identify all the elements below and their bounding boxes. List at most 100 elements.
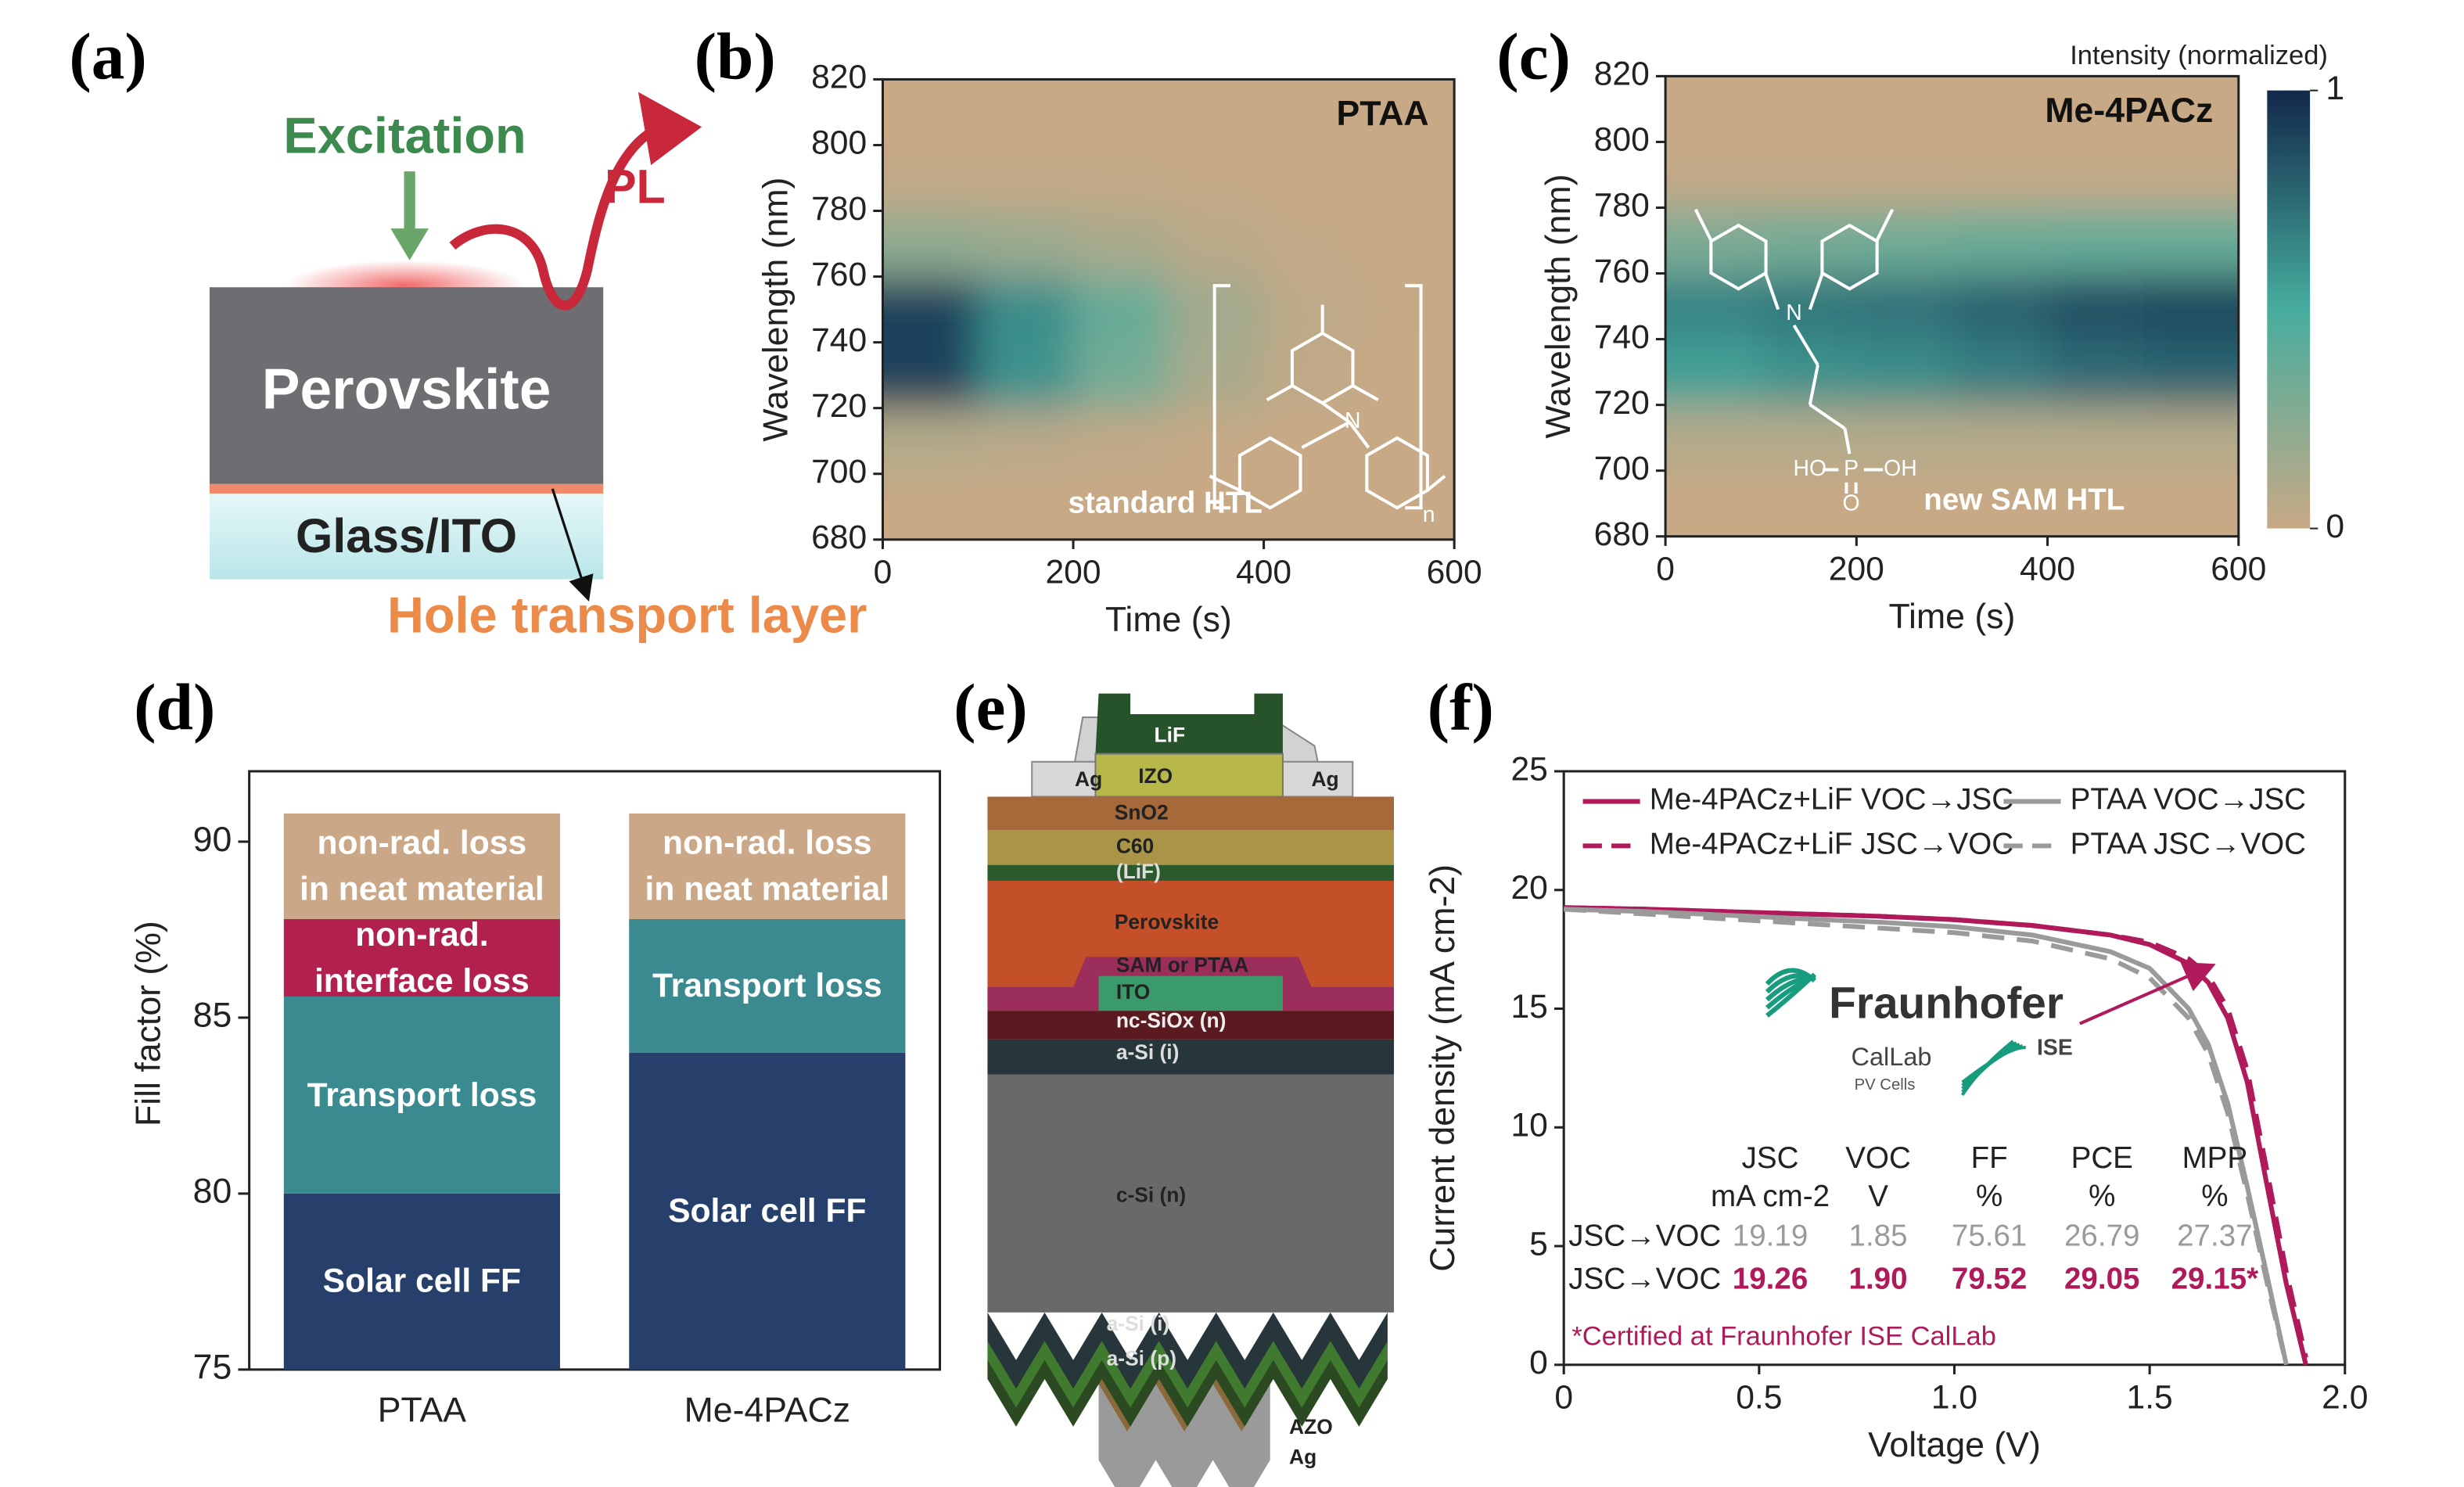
y-axis-label: Fill factor (%) — [130, 921, 168, 1126]
heatmap-cell — [2047, 142, 2144, 209]
x-tick-label: 200 — [1045, 554, 1101, 591]
segment-label: Solar cell FF — [668, 1193, 867, 1230]
heatmap-cell — [1168, 342, 1265, 409]
heatmap — [1665, 76, 2239, 537]
lif-thin-layer — [987, 864, 1395, 881]
panel-label: (c) — [1496, 20, 1571, 94]
heatmap-cell — [1856, 207, 1953, 275]
layer-label: Ag — [1075, 767, 1102, 791]
heatmap-cell — [1359, 408, 1455, 475]
bond — [1348, 421, 1370, 449]
layer-label: Ag — [1311, 767, 1338, 791]
jv-curve — [1564, 907, 2289, 1366]
heatmap-cell — [1952, 404, 2049, 472]
layer-label: SnO2 — [1115, 801, 1169, 824]
heatmap-cell — [1952, 273, 2049, 340]
bracket — [1405, 284, 1423, 510]
bond — [1808, 403, 1846, 430]
heatmap-cell — [1168, 408, 1265, 475]
glass-layer — [209, 493, 604, 580]
bond — [1694, 208, 1713, 242]
excitation-arrowhead — [390, 228, 429, 260]
x-tick-label: 0 — [1554, 1379, 1573, 1417]
segment-label-box: non-rad. loss in neat material — [645, 824, 890, 908]
atom-label: N — [1786, 300, 1802, 325]
table-header: PCE — [2071, 1141, 2133, 1175]
bond — [1764, 272, 1780, 311]
segment-label: non-rad. loss in neat material — [300, 824, 544, 908]
heatmap-cell — [1263, 79, 1360, 146]
y-tick-label: 25 — [1510, 750, 1547, 788]
panel-label: (f) — [1428, 671, 1494, 745]
excitation-label: Excitation — [283, 107, 526, 164]
heatmap-cell — [1263, 210, 1360, 278]
table-header: JSC — [1742, 1141, 1799, 1175]
annotation: standard HTL — [1069, 486, 1263, 519]
layer-label: a-Si (i) — [1107, 1312, 1170, 1335]
heatmap-cell — [1665, 470, 1762, 537]
atom-label: O — [1843, 491, 1860, 516]
heatmap-cell — [882, 473, 979, 540]
segment-label-box: non-rad. loss in neat material — [300, 824, 544, 908]
table-cell: 19.19 — [1733, 1219, 1808, 1253]
bar-segment — [283, 813, 560, 919]
layer-label: c-Si (n) — [1116, 1183, 1186, 1207]
segment-label: Transport loss — [307, 1076, 537, 1114]
heatmap-cell — [1073, 210, 1169, 278]
segment-label-box: Solar cell FF — [668, 1193, 867, 1230]
c-si-layer — [987, 1074, 1395, 1313]
y-tick-label: 760 — [1594, 253, 1650, 290]
layer-label: SAM or PTAA — [1116, 954, 1248, 977]
textured-layer — [987, 1359, 1388, 1427]
table-header: VOC — [1845, 1141, 1911, 1175]
table-unit: mA cm-2 — [1711, 1180, 1830, 1213]
heatmap-cell — [1952, 76, 2049, 143]
layer-label: C60 — [1116, 834, 1154, 857]
segment-label: non-rad. loss in neat material — [645, 824, 890, 908]
colorbar-label: Intensity (normalized) — [2070, 41, 2328, 70]
table-unit: % — [2089, 1180, 2115, 1213]
plot-frame — [248, 770, 942, 1371]
heatmap-cell — [1761, 404, 1858, 472]
footnote: *Certified at Fraunhofer ISE CalLab — [1571, 1321, 1996, 1351]
heatmap-cell — [882, 145, 979, 212]
heatmap-cell — [1856, 273, 1953, 340]
logo-stripe — [1961, 1045, 2026, 1084]
heatmap-cell — [978, 79, 1075, 146]
jv-curve — [1564, 905, 2308, 1366]
textured-layer — [987, 1341, 1388, 1411]
heatmap-cell — [1263, 276, 1360, 343]
x-axis-label: Time (s) — [1105, 601, 1232, 639]
panel-e: LiF Ag IZO Ag SnO2 C60 (LiF) Perovskite SAM or P… — [987, 693, 1395, 1487]
segment-label: non-rad. interface loss — [314, 918, 530, 997]
heatmap-cell — [978, 276, 1075, 343]
textured-layer — [987, 1312, 1388, 1395]
x-tick-label: 200 — [1829, 551, 1884, 588]
x-tick-label: 400 — [2020, 551, 2075, 588]
y-tick-label: 20 — [1510, 869, 1547, 907]
jv-curve — [1564, 905, 2308, 1359]
heatmap-cell — [2047, 76, 2144, 143]
heatmap-cell — [1761, 76, 1858, 143]
x-tick-label: 1.5 — [2127, 1379, 2173, 1417]
layer-label: Perovskite — [1115, 911, 1219, 934]
y-tick-label: 800 — [1594, 121, 1650, 159]
y-tick-label: 5 — [1529, 1225, 1548, 1263]
table-cell: 27.37 — [2177, 1219, 2252, 1253]
y-tick-label: 720 — [811, 387, 867, 425]
chemical-structure: N HO P OH O — [1694, 208, 1917, 516]
panel-title: PTAA — [1336, 95, 1428, 133]
y-tick-label: 720 — [1594, 384, 1650, 422]
heatmap-cell — [1263, 342, 1360, 409]
y-axis-label: Wavelength (nm) — [756, 178, 795, 442]
logo-lab: CalLab — [1852, 1043, 1932, 1071]
table-unit: % — [1976, 1180, 2002, 1213]
colorbar-tick-label: 0 — [2326, 508, 2344, 545]
x-axis-label: Voltage (V) — [1868, 1426, 2041, 1464]
y-axis-label: Wavelength (nm) — [1539, 174, 1578, 439]
atom-label: P — [1844, 456, 1859, 481]
a-si-i-layer — [987, 1039, 1395, 1075]
atom-label: OH — [1884, 456, 1917, 481]
bar-segment — [283, 918, 560, 997]
